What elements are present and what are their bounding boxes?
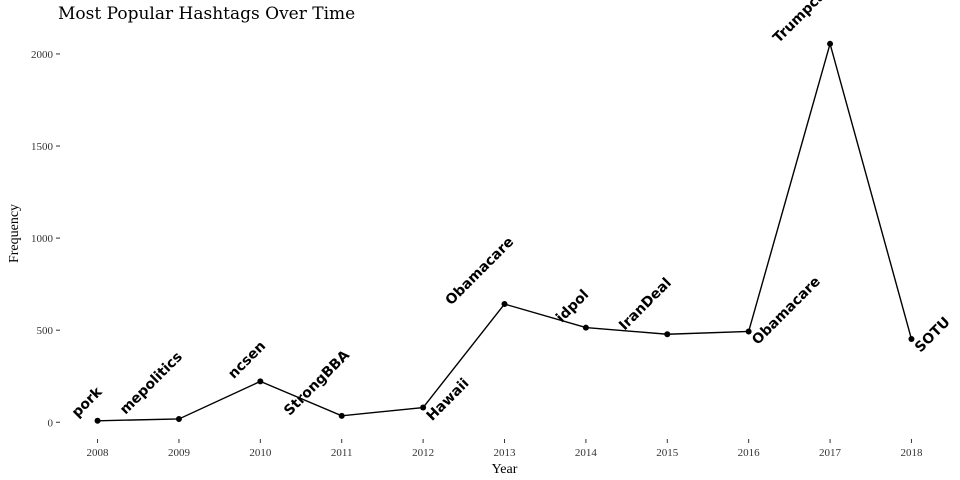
point-label: Obamacare bbox=[443, 234, 518, 309]
data-point bbox=[175, 415, 182, 422]
data-point bbox=[501, 301, 508, 308]
point-label: Obamacare bbox=[749, 274, 824, 349]
y-tick-label: 0 bbox=[48, 417, 54, 429]
point-label: pork bbox=[69, 384, 106, 421]
point-label: Trumpcare bbox=[770, 0, 840, 46]
y-axis-title: Frequency bbox=[7, 204, 22, 263]
data-point bbox=[664, 331, 671, 338]
x-tick-label: 2014 bbox=[575, 447, 598, 459]
x-tick-label: 2010 bbox=[249, 447, 272, 459]
data-point bbox=[745, 328, 752, 335]
x-axis: 2008 2009 2010 2011 2012 2013 2014 2015 2016 2017… bbox=[87, 439, 923, 459]
point-label: StrongBBA bbox=[281, 347, 353, 419]
y-tick-label: 1000 bbox=[31, 233, 54, 245]
y-tick-label: 2000 bbox=[31, 49, 54, 61]
point-label: ncsen bbox=[225, 338, 269, 382]
data-point bbox=[338, 412, 345, 419]
x-tick-label: 2012 bbox=[412, 447, 434, 459]
x-tick-label: 2018 bbox=[900, 447, 923, 459]
x-tick-label: 2008 bbox=[87, 447, 110, 459]
point-label: Hawaii bbox=[424, 375, 473, 424]
y-axis: 0 500 1000 1500 2000 bbox=[31, 49, 60, 429]
point-label: IranDeal bbox=[616, 275, 675, 334]
point-labels: pork mepolitics ncsen StrongBBA Hawaii Obamac… bbox=[69, 0, 954, 424]
series-line bbox=[97, 41, 913, 422]
data-point bbox=[582, 324, 589, 331]
data-point bbox=[94, 417, 101, 424]
y-tick-label: 500 bbox=[37, 325, 54, 337]
data-point bbox=[257, 378, 264, 385]
point-label: mepolitics bbox=[117, 349, 186, 418]
x-tick-label: 2015 bbox=[656, 447, 679, 459]
data-point bbox=[827, 40, 834, 47]
x-axis-title: Year bbox=[492, 462, 518, 477]
data-point bbox=[420, 404, 427, 411]
point-label: SOTU bbox=[912, 314, 954, 356]
x-tick-label: 2011 bbox=[331, 447, 353, 459]
series-frequency bbox=[94, 40, 915, 424]
x-tick-label: 2009 bbox=[168, 447, 191, 459]
x-tick-label: 2017 bbox=[819, 447, 842, 459]
point-label: idpol bbox=[553, 287, 592, 326]
y-tick-label: 1500 bbox=[31, 141, 54, 153]
chart-title: Most Popular Hashtags Over Time bbox=[58, 4, 356, 24]
x-tick-label: 2013 bbox=[494, 447, 517, 459]
x-tick-label: 2016 bbox=[738, 447, 761, 459]
data-point bbox=[908, 336, 915, 343]
